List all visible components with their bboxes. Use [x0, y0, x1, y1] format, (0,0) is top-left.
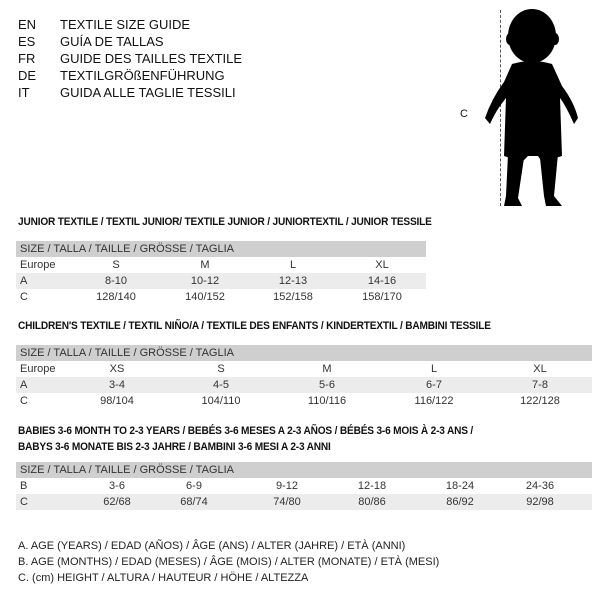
table-header: SIZE / TALLA / TAILLE / GRÖSSE / TAGLIA	[16, 241, 426, 257]
cell: 12-18	[357, 480, 387, 492]
table-row: C 98/104 104/110 110/116 116/122 122/128	[16, 393, 592, 409]
table-row: A 3-4 4-5 5-6 6-7 7-8	[16, 377, 592, 393]
cell: M	[200, 259, 210, 271]
cell: L	[430, 363, 438, 375]
lang-code: IT	[18, 85, 30, 100]
cell: M	[322, 363, 332, 375]
row-label: Europe	[20, 259, 56, 271]
cell: 116/122	[414, 395, 454, 407]
cell: XL	[533, 363, 547, 375]
cell: XL	[375, 259, 389, 271]
legend-c: C. (cm) HEIGHT / ALTURA / HAUTEUR / HÖHE…	[18, 572, 309, 584]
height-label: C	[460, 108, 468, 120]
child-silhouette-icon	[485, 9, 578, 206]
row-label: C	[20, 496, 28, 508]
cell: 62/68	[103, 496, 131, 508]
table-row: Europe S M L XL	[16, 257, 426, 273]
cell: 5-6	[319, 379, 335, 391]
cell: 128/140	[96, 291, 136, 303]
cell: XS	[109, 363, 125, 375]
lang-code: FR	[18, 51, 36, 66]
table-header: SIZE / TALLA / TAILLE / GRÖSSE / TAGLIA	[16, 462, 592, 478]
children-title: CHILDREN'S TEXTILE / TEXTIL NIÑO/A / TEX…	[18, 320, 491, 332]
lang-title: GUÍA DE TALLAS	[60, 34, 164, 49]
legend-b: B. AGE (MONTHS) / EDAD (MESES) / ÂGE (MO…	[18, 556, 440, 568]
junior-table: SIZE / TALLA / TAILLE / GRÖSSE / TAGLIA …	[16, 241, 426, 305]
cell: 9-12	[275, 480, 299, 492]
cell: 158/170	[362, 291, 402, 303]
row-label: C	[20, 291, 28, 303]
cell: 6-9	[186, 480, 202, 492]
row-label: C	[20, 395, 28, 407]
cell: 86/92	[446, 496, 474, 508]
cell: 140/152	[185, 291, 225, 303]
table-row: C 62/68 68/74 74/80 80/86 86/92 92/98	[16, 494, 592, 510]
lang-title: TEXTILGRÖßENFÜHRUNG	[60, 68, 225, 83]
babies-title-line1: BABIES 3-6 MONTH TO 2-3 YEARS / BEBÉS 3-…	[18, 425, 474, 437]
cell: 152/158	[273, 291, 313, 303]
cell: L	[289, 259, 297, 271]
cell: 92/98	[526, 496, 554, 508]
cell: 8-10	[104, 275, 128, 287]
cell: 104/110	[201, 395, 241, 407]
lang-title: GUIDE DES TAILLES TEXTILE	[60, 51, 243, 66]
height-line	[500, 10, 501, 206]
cell: S	[217, 363, 225, 375]
table-row: C 128/140 140/152 152/158 158/170	[16, 289, 426, 305]
cell: 98/104	[100, 395, 134, 407]
cell: 24-36	[525, 480, 555, 492]
row-label: A	[20, 379, 28, 391]
lang-code: ES	[18, 34, 36, 49]
lang-code: DE	[18, 68, 37, 83]
cell: 12-13	[278, 275, 308, 287]
table-row: B 3-6 6-9 9-12 12-18 18-24 24-36	[16, 478, 592, 494]
legend-a: A. AGE (YEARS) / EDAD (AÑOS) / ÂGE (ANS)…	[18, 540, 406, 552]
cell: 74/80	[273, 496, 301, 508]
row-label: A	[20, 275, 28, 287]
cell: S	[112, 259, 120, 271]
cell: 3-4	[109, 379, 125, 391]
cell: 80/86	[358, 496, 386, 508]
cell: 68/74	[180, 496, 208, 508]
babies-table: SIZE / TALLA / TAILLE / GRÖSSE / TAGLIA …	[16, 462, 592, 510]
junior-title: JUNIOR TEXTILE / TEXTIL JUNIOR/ TEXTILE …	[18, 216, 432, 228]
cell: 6-7	[426, 379, 442, 391]
cell: 7-8	[532, 379, 548, 391]
lang-title: GUIDA ALLE TAGLIE TESSILI	[60, 85, 236, 100]
row-label: B	[20, 480, 28, 492]
cell: 4-5	[213, 379, 229, 391]
cell: 110/116	[307, 395, 347, 407]
cell: 14-16	[367, 275, 397, 287]
table-header: SIZE / TALLA / TAILLE / GRÖSSE / TAGLIA	[16, 345, 592, 361]
children-table: SIZE / TALLA / TAILLE / GRÖSSE / TAGLIA …	[16, 345, 592, 409]
lang-title: TEXTILE SIZE GUIDE	[60, 17, 191, 32]
lang-code: EN	[18, 17, 37, 32]
cell: 3-6	[109, 480, 125, 492]
table-row: Europe XS S M L XL	[16, 361, 592, 377]
cell: 18-24	[445, 480, 475, 492]
babies-title-line2: BABYS 3-6 MONATE BIS 2-3 JAHRE / BAMBINI…	[18, 441, 331, 453]
cell: 122/128	[520, 395, 560, 407]
cell: 10-12	[190, 275, 220, 287]
table-row: A 8-10 10-12 12-13 14-16	[16, 273, 426, 289]
row-label: Europe	[20, 363, 56, 375]
